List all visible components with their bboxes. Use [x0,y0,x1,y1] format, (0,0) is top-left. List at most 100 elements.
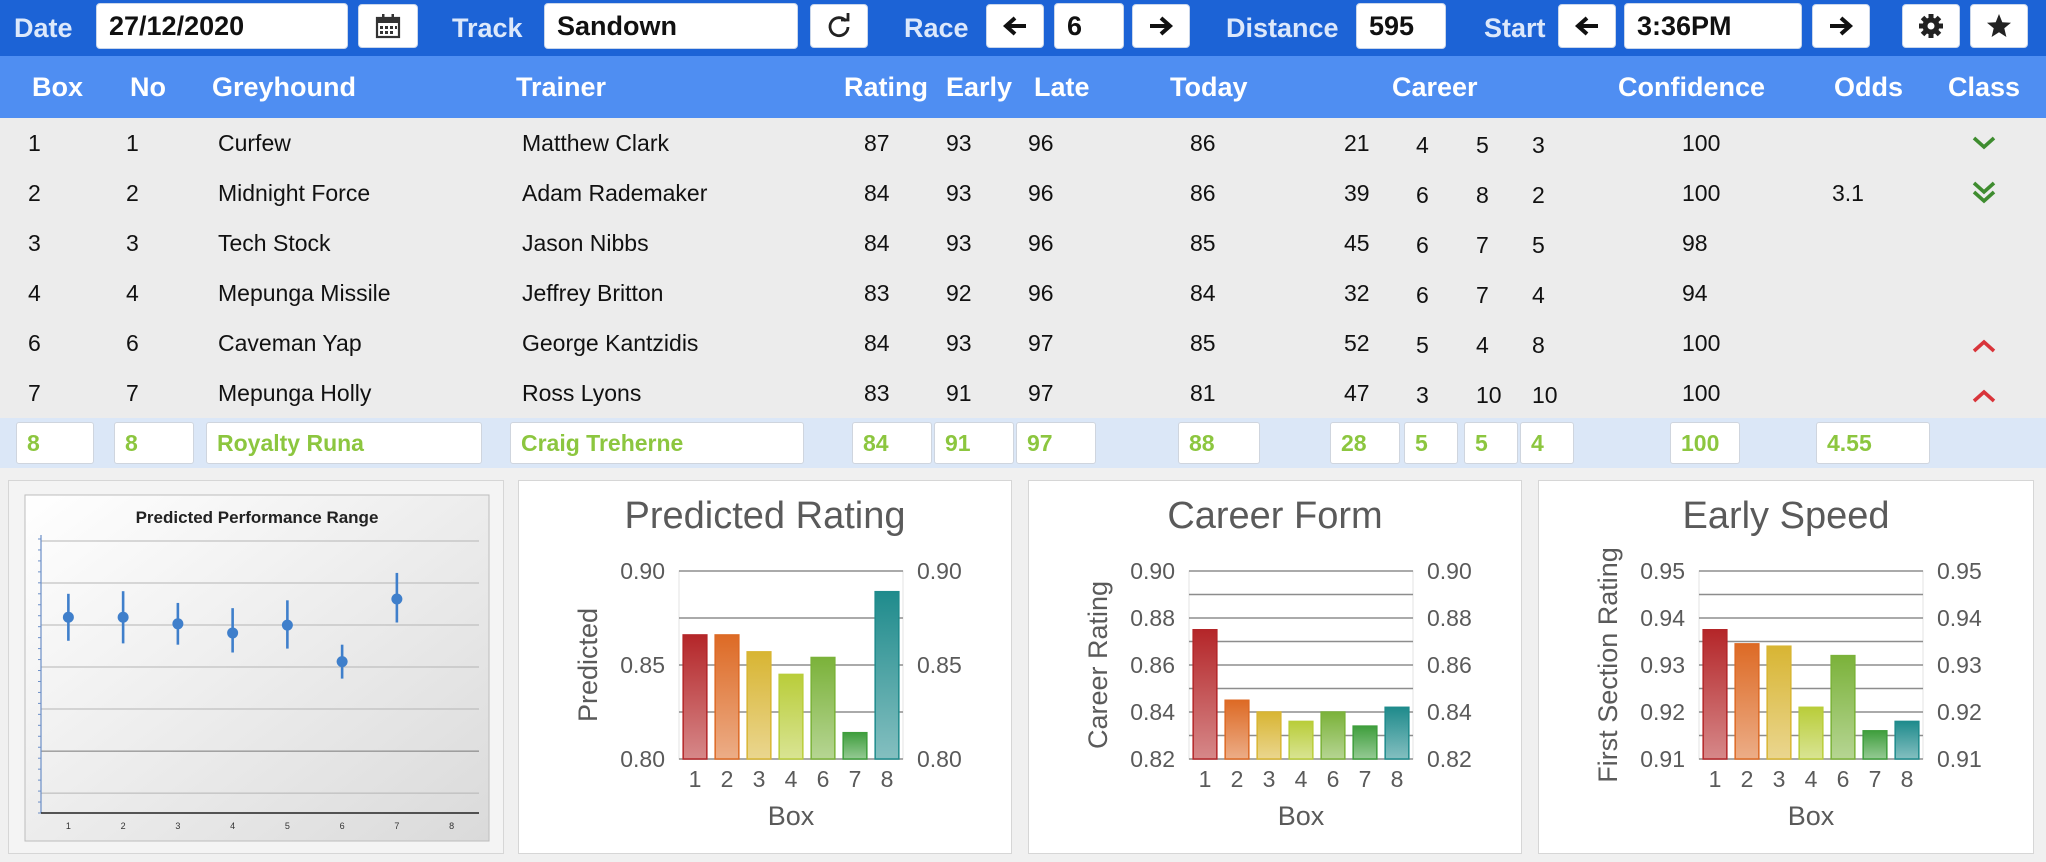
table-row[interactable]: 6 6 Caveman Yap George Kantzidis 84 93 9… [0,318,2046,368]
cell-early: 93 [946,180,972,206]
race-next-button[interactable] [1132,4,1190,48]
bar [1224,699,1250,760]
cell-no: 3 [126,230,139,256]
y-tick-label-right: 0.90 [1427,558,1472,584]
career-seconds-input[interactable]: 5 [1464,422,1518,464]
chevron-up-icon [1972,339,1996,353]
bar [1702,629,1728,760]
x-tick-label: 4 [1295,766,1308,792]
cell-career-thirds: 2 [1532,182,1545,208]
career-wins-input[interactable]: 5 [1404,422,1458,464]
data-point [281,619,293,631]
odds-input[interactable]: 4.55 [1816,422,1930,464]
table-row[interactable]: 1 1 Curfew Matthew Clark 87 93 96 86 21 … [0,118,2046,168]
arrow-left-icon [1002,16,1026,36]
calendar-icon [375,14,401,39]
no-input[interactable]: 8 [114,422,194,464]
col-odds[interactable]: Odds [1834,72,1904,102]
cell-confidence: 100 [1682,130,1721,156]
x-tick-label: 6 [817,766,830,792]
y-tick-label: 0.80 [620,746,665,772]
cell-early: 92 [946,280,972,306]
early-speed-chart: Early Speed 0.91 0.91 0.92 0.92 0.93 0.93 0.94… [1538,480,2034,854]
table-row[interactable]: 4 4 Mepunga Missile Jeffrey Britton 83 9… [0,268,2046,318]
cell-career-wins: 5 [1416,332,1429,358]
cell-today: 85 [1190,330,1216,356]
col-early[interactable]: Early [946,72,1013,102]
refresh-button[interactable] [810,4,868,48]
data-point [227,627,239,639]
race-input[interactable]: 6 [1054,3,1124,49]
bar [1894,720,1920,760]
new-runner-row: 8 8 Royalty Runa Craig Treherne 84 91 97… [0,418,2046,468]
box-input[interactable]: 8 [16,422,94,464]
cell-career-seconds: 7 [1476,282,1489,308]
col-today[interactable]: Today [1170,72,1248,102]
star-icon [1987,14,2011,37]
x-tick-label: 6 [1327,766,1340,792]
late-input[interactable]: 97 [1016,422,1096,464]
bar [874,590,900,760]
chevron-up-icon [1972,389,1996,403]
x-tick-label: 4 [785,766,798,792]
settings-button[interactable] [1902,4,1960,48]
distance-input[interactable]: 595 [1356,3,1446,49]
trainer-input[interactable]: Craig Treherne [510,422,804,464]
x-tick-label: 4 [1805,766,1818,792]
x-tick-label: 1 [1199,766,1212,792]
bar [1798,706,1824,760]
col-rating[interactable]: Rating [844,72,928,102]
col-career[interactable]: Career [1392,72,1478,102]
cell-greyhound: Curfew [218,130,291,156]
confidence-input[interactable]: 100 [1670,422,1740,464]
y-tick-label: 0.82 [1130,746,1175,772]
col-confidence[interactable]: Confidence [1618,72,1766,102]
start-prev-button[interactable] [1558,4,1616,48]
cell-confidence: 100 [1682,380,1721,406]
x-axis-label: Box [768,801,815,831]
cell-early: 93 [946,330,972,356]
cell-career-seconds: 10 [1476,382,1502,408]
race-prev-button[interactable] [986,4,1044,48]
career-thirds-input[interactable]: 4 [1520,422,1574,464]
y-tick-label: 0.86 [1130,652,1175,678]
start-next-button[interactable] [1812,4,1870,48]
track-input[interactable]: Sandown [544,3,798,49]
y-tick-label-right: 0.85 [917,652,962,678]
y-tick-label: 0.95 [1640,558,1685,584]
x-tick-label: 7 [1869,766,1882,792]
col-box[interactable]: Box [32,72,84,102]
col-greyhound[interactable]: Greyhound [212,72,357,102]
start-time-input[interactable]: 3:36PM [1624,3,1802,49]
col-no[interactable]: No [130,72,166,102]
early-input[interactable]: 91 [934,422,1014,464]
today-input[interactable]: 88 [1178,422,1260,464]
x-tick-label: 3 [753,766,766,792]
cell-trainer: Jason Nibbs [522,230,649,256]
cell-career-starts: 45 [1344,230,1370,256]
x-tick-label: 2 [121,821,126,831]
date-input[interactable]: 27/12/2020 [96,3,348,49]
cell-career-starts: 21 [1344,130,1370,156]
greyhound-input[interactable]: Royalty Runa [206,422,482,464]
bar [1862,730,1888,760]
performance-range-chart: Predicted Performance Range 1 2 3 4 5 6 7 8 [8,480,504,854]
col-trainer[interactable]: Trainer [516,72,607,102]
career-starts-input[interactable]: 28 [1330,422,1400,464]
y-tick-label: 0.85 [620,652,665,678]
bar [746,651,772,760]
rating-input[interactable]: 84 [852,422,932,464]
favourite-button[interactable] [1970,4,2028,48]
table-row[interactable]: 3 3 Tech Stock Jason Nibbs 84 93 96 85 4… [0,218,2046,268]
col-late[interactable]: Late [1034,72,1090,102]
cell-career-thirds: 8 [1532,332,1545,358]
bar [714,634,740,760]
col-class[interactable]: Class [1948,72,2021,102]
cell-confidence: 100 [1682,180,1721,206]
calendar-button[interactable] [358,4,418,48]
table-row[interactable]: 7 7 Mepunga Holly Ross Lyons 83 91 97 81… [0,368,2046,418]
x-tick-label: 2 [721,766,734,792]
table-row[interactable]: 2 2 Midnight Force Adam Rademaker 84 93 … [0,168,2046,218]
start-label: Start [1484,13,1546,43]
cell-career-seconds: 8 [1476,182,1489,208]
